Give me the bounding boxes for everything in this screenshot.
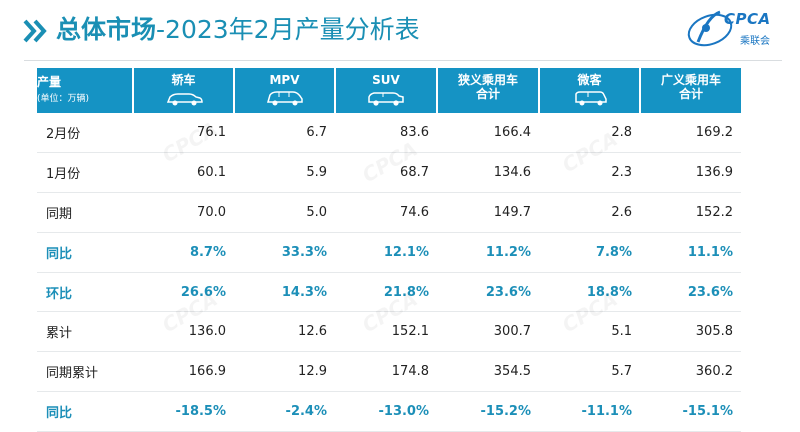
table-cell: 166.4 <box>437 113 539 153</box>
column-label: MPV <box>269 73 300 87</box>
logo-text: CPCA <box>724 10 771 28</box>
column-header-suv: SUV <box>335 68 438 113</box>
table-row: 2月份 76.1 6.7 83.6 166.4 2.8 169.2 <box>37 113 741 153</box>
column-header-narrow-passenger-total: 狭义乘用车 合计 <box>437 68 540 113</box>
column-label: 广义乘用车 合计 <box>660 73 721 101</box>
table-cell: 174.8 <box>335 351 437 393</box>
table-cell: 12.1% <box>335 232 437 273</box>
table-cell: 14.3% <box>234 272 335 313</box>
table-cell: 6.7 <box>234 113 335 153</box>
table-cell: 5.9 <box>234 152 335 193</box>
table-cell: 18.8% <box>539 272 640 313</box>
column-label: SUV <box>372 73 400 87</box>
row-label: 同比 <box>37 391 133 432</box>
table-cell: 354.5 <box>437 351 539 393</box>
corner-label: 产量 <box>37 75 62 89</box>
table-cell: 136.9 <box>640 152 741 193</box>
table-cell: 305.8 <box>640 311 741 353</box>
table-row: 1月份 60.1 5.9 68.7 134.6 2.3 136.9 <box>37 152 741 193</box>
table-cell: 149.7 <box>437 192 539 233</box>
table-header-row: 产量 (单位：万辆) 轿车 MPV <box>37 68 741 113</box>
table-cell: -15.1% <box>640 391 741 432</box>
column-header-broad-passenger-total: 广义乘用车 合计 <box>640 68 741 113</box>
column-label: 狭义乘用车 合计 <box>457 73 518 101</box>
table-row: 同期 70.0 5.0 74.6 149.7 2.6 152.2 <box>37 192 741 233</box>
table-cell: 360.2 <box>640 351 741 393</box>
column-header-microvan: 微客 <box>539 68 641 113</box>
row-label: 累计 <box>37 311 133 353</box>
table-cell: 26.6% <box>133 272 234 313</box>
corner-unit: (单位：万辆) <box>37 94 90 104</box>
table-cell: 136.0 <box>133 311 234 353</box>
table-cell: 152.2 <box>640 192 741 233</box>
title-rest: -2023年2月产量分析表 <box>156 15 420 44</box>
table-cell: 12.6 <box>234 311 335 353</box>
table-cell: -2.4% <box>234 391 335 432</box>
title-divider <box>24 60 782 61</box>
table-row: 同比 8.7% 33.3% 12.1% 11.2% 7.8% 11.1% <box>37 232 741 273</box>
title-bold: 总体市场 <box>56 15 157 44</box>
suv-car-icon <box>368 92 404 106</box>
header-corner: 产量 (单位：万辆) <box>37 68 134 113</box>
production-table: 产量 (单位：万辆) 轿车 MPV <box>37 68 741 432</box>
table-row: 累计 136.0 12.6 152.1 300.7 5.1 305.8 <box>37 311 741 353</box>
table-cell: 5.1 <box>539 311 640 353</box>
table-cell: -15.2% <box>437 391 539 432</box>
table-body: 2月份 76.1 6.7 83.6 166.4 2.8 169.2 1月份 60.1 5.9 68.… <box>37 113 741 432</box>
row-label: 同比 <box>37 232 133 273</box>
table-cell: 11.2% <box>437 232 539 273</box>
table-cell: 60.1 <box>133 152 234 193</box>
table-cell: 74.6 <box>335 192 437 233</box>
table-cell: -18.5% <box>133 391 234 432</box>
table-cell: 12.9 <box>234 351 335 393</box>
table-cell: 23.6% <box>640 272 741 313</box>
table-cell: 68.7 <box>335 152 437 193</box>
table-cell: 21.8% <box>335 272 437 313</box>
row-label: 环比 <box>37 272 133 313</box>
sedan-car-icon <box>166 93 203 106</box>
row-label: 1月份 <box>37 152 133 193</box>
column-header-mpv: MPV <box>234 68 336 113</box>
table-cell: 5.0 <box>234 192 335 233</box>
logo-subtitle: 乘联会 <box>740 36 770 47</box>
table-cell: 76.1 <box>133 113 234 153</box>
row-label: 2月份 <box>37 113 133 153</box>
column-header-sedan: 轿车 <box>133 68 235 113</box>
table-cell: 8.7% <box>133 232 234 273</box>
table-cell: 2.8 <box>539 113 640 153</box>
table-cell: 33.3% <box>234 232 335 273</box>
column-label: 微客 <box>577 73 602 87</box>
table-cell: 70.0 <box>133 192 234 233</box>
table-cell: 166.9 <box>133 351 234 393</box>
table-cell: 134.6 <box>437 152 539 193</box>
page-title: 总体市场-2023年2月产量分析表 <box>56 14 420 46</box>
row-label: 同期累计 <box>37 351 133 393</box>
title-bar: 总体市场-2023年2月产量分析表 CPCA 乘联会 <box>0 0 800 62</box>
table-cell: 23.6% <box>437 272 539 313</box>
table-cell: -11.1% <box>539 391 640 432</box>
table-cell: 2.6 <box>539 192 640 233</box>
table-cell: 83.6 <box>335 113 437 153</box>
table-cell: 2.3 <box>539 152 640 193</box>
row-label: 同期 <box>37 192 133 233</box>
table-cell: 7.8% <box>539 232 640 273</box>
column-label: 轿车 <box>171 73 196 87</box>
table-row: 环比 26.6% 14.3% 21.8% 23.6% 18.8% 23.6% <box>37 272 741 313</box>
mpv-car-icon <box>266 91 303 106</box>
table-cell: 11.1% <box>640 232 741 273</box>
table-cell: 5.7 <box>539 351 640 393</box>
double-chevron-icon <box>23 19 47 43</box>
table-row: 同期累计 166.9 12.9 174.8 354.5 5.7 360.2 <box>37 351 741 393</box>
table-row: 同比 -18.5% -2.4% -13.0% -15.2% -11.1% -15.1% <box>37 391 741 432</box>
table-cell: 152.1 <box>335 311 437 353</box>
table-cell: -13.0% <box>335 391 437 432</box>
table-cell: 300.7 <box>437 311 539 353</box>
table-cell: 169.2 <box>640 113 741 153</box>
cpca-logo <box>687 10 733 47</box>
microvan-car-icon <box>574 91 607 106</box>
